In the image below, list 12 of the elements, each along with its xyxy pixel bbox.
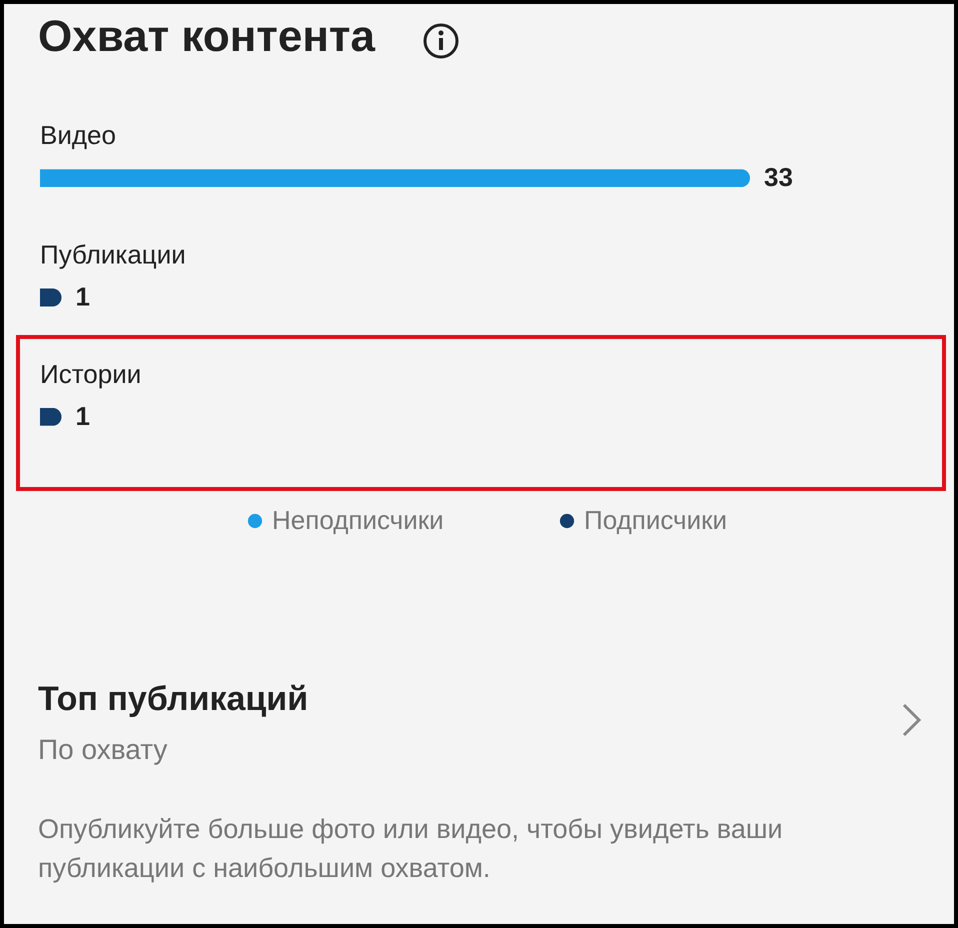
data-label: 1 <box>76 400 90 431</box>
legend-label: Неподписчики <box>272 505 444 535</box>
chart-title: Охват контента <box>38 12 375 62</box>
y-tick-label: Видео <box>40 120 116 150</box>
y-tick-label: Истории <box>40 358 142 389</box>
data-label: 1 <box>76 282 90 312</box>
text: Опубликуйте больше фото или видео, чтобы увидеть ваши публикации с наибольшим охватом. <box>38 813 784 885</box>
text: Топ публикаций <box>38 680 308 719</box>
data-label: 33 <box>764 162 793 192</box>
y-tick-label: Публикации <box>40 240 186 270</box>
text: По охвату <box>38 734 168 766</box>
legend-label: Подписчики <box>584 505 728 535</box>
